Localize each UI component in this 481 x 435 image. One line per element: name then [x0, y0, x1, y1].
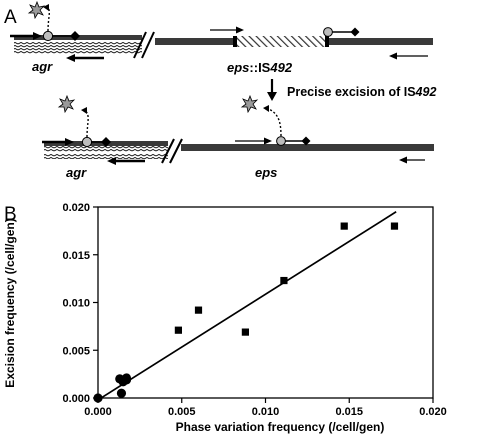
top-eps-dna-left [155, 38, 235, 45]
bottom-agr-signal-star-icon [57, 94, 76, 114]
excision-down-arrow-head [267, 92, 277, 101]
bottom-break-mark-left [161, 138, 175, 164]
circle-data-point [116, 388, 127, 398]
y-axis-title: Excision frequency (/cell/gen) [3, 218, 17, 387]
agr-forward-arrow-head [33, 32, 42, 40]
x-tick-label: 0.005 [168, 406, 196, 418]
bottom-construct: agr eps [42, 94, 434, 180]
top-eps-promoter-circle-icon [323, 27, 333, 37]
panel-b-letter: B [4, 204, 17, 225]
bottom-agr-label: agr [66, 165, 87, 180]
top-break-mark-right [141, 31, 155, 59]
circle-data-point [121, 373, 132, 383]
top-eps-primer-forward-head [236, 26, 244, 34]
x-tick-label: 0.015 [335, 406, 363, 418]
bottom-agr-signal-dotted-curve [83, 109, 89, 138]
regression-fit-line [97, 211, 397, 401]
square-data-point [340, 222, 348, 230]
square-data-point [241, 328, 249, 336]
top-agr-dna-strand [14, 40, 142, 54]
bottom-agr-forward-arrow-head [65, 138, 74, 146]
bottom-eps-signal-arrow-head [263, 105, 269, 112]
bottom-agr-dna-strand [44, 146, 168, 159]
x-axis-title: Phase variation frequency (/cell/gen) [176, 420, 385, 434]
is492-left-boundary [233, 36, 237, 47]
y-tick-label: 0.015 [62, 250, 90, 262]
bottom-agr-promoter-circle-icon [81, 136, 93, 148]
square-data-point [174, 326, 182, 334]
excision-step: Precise excision of IS492 [267, 79, 436, 101]
y-tick-label: 0.020 [62, 202, 90, 214]
y-tick-label: 0.010 [62, 298, 90, 310]
panel-a: A agr [4, 0, 436, 180]
top-agr-label: agr [32, 59, 53, 74]
top-construct: agr eps::IS492 [10, 0, 433, 75]
agr-signal-arrow-head [43, 4, 49, 11]
x-tick-label: 0.020 [419, 406, 447, 418]
y-tick-label: 0.000 [62, 393, 90, 405]
fit-line [97, 211, 397, 401]
agr-signal-star-icon [27, 0, 46, 20]
top-eps-terminator-diamond-icon [350, 27, 360, 37]
is492-insertion [235, 36, 327, 47]
bottom-eps-promoter-circle-icon [276, 136, 286, 146]
panel-b: B 0.000 0.005 0.010 0.015 0.020 0.0000.0050.… [3, 202, 447, 434]
bottom-agr-reverse-arrow-head [107, 157, 116, 165]
y-axis-ticks: 0.000 0.005 0.010 0.015 0.020 [62, 202, 98, 405]
excision-vs-phase-variation-chart: 0.000 0.005 0.010 0.015 0.020 0.000 0.005 0.01… [3, 202, 447, 434]
y-tick-label: 0.005 [62, 345, 90, 357]
agr-promoter-circle-icon [42, 30, 54, 42]
bottom-eps-primer-forward-head [264, 137, 272, 145]
bottom-agr-signal-arrow-head [81, 107, 87, 114]
bottom-eps-label: eps [255, 165, 277, 180]
bottom-eps-dna [181, 144, 434, 151]
excision-label: Precise excision of IS492 [287, 85, 436, 99]
x-tick-label: 0.010 [252, 406, 280, 418]
panel-a-letter: A [4, 7, 17, 28]
is492-right-boundary [325, 36, 329, 47]
bottom-break-mark-right [169, 138, 183, 164]
bottom-eps-signal-star-icon [240, 94, 259, 114]
square-data-point [390, 222, 399, 230]
plot-frame [97, 206, 434, 399]
eps-is492-label: eps::IS492 [227, 60, 293, 75]
data-points [93, 222, 399, 403]
bottom-eps-terminator-diamond-icon [301, 136, 311, 146]
agr-reverse-arrow-head [66, 54, 75, 62]
x-tick-label: 0.000 [84, 406, 112, 418]
x-axis-ticks: 0.000 0.005 0.010 0.015 0.020 [84, 398, 447, 418]
square-data-point [280, 276, 288, 285]
bottom-eps-primer-reverse-head [399, 156, 407, 164]
top-eps-dna-right [329, 38, 433, 45]
top-eps-primer-reverse-head [389, 52, 397, 60]
top-break-mark-left [133, 31, 147, 59]
bottom-agr-terminator-diamond-icon [101, 137, 111, 147]
square-data-point [194, 306, 203, 314]
bottom-eps-signal-dotted-curve [265, 107, 282, 137]
agr-terminator-diamond-icon [70, 31, 80, 41]
circle-data-point [93, 393, 103, 403]
